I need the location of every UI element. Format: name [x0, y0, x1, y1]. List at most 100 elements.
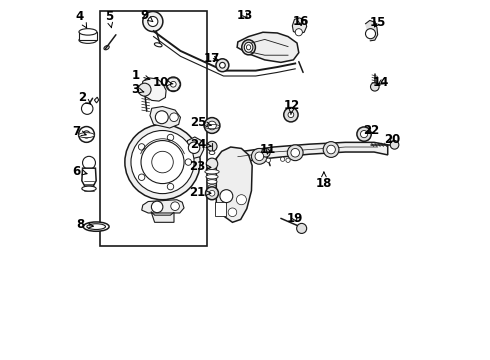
- Ellipse shape: [207, 180, 217, 184]
- Circle shape: [143, 12, 163, 32]
- Text: 4: 4: [76, 10, 87, 28]
- Ellipse shape: [87, 224, 105, 229]
- Polygon shape: [216, 142, 388, 166]
- Polygon shape: [237, 32, 299, 62]
- Circle shape: [208, 121, 216, 130]
- Text: 18: 18: [316, 172, 332, 190]
- Text: 22: 22: [363, 124, 379, 137]
- Text: 17: 17: [204, 51, 220, 64]
- Circle shape: [151, 201, 163, 213]
- Circle shape: [185, 159, 192, 165]
- Circle shape: [220, 62, 225, 68]
- Circle shape: [138, 144, 145, 150]
- Text: 6: 6: [73, 165, 87, 177]
- Circle shape: [361, 131, 368, 138]
- Polygon shape: [95, 97, 98, 103]
- Circle shape: [141, 140, 184, 184]
- Circle shape: [78, 127, 95, 142]
- Circle shape: [205, 187, 219, 200]
- Ellipse shape: [208, 185, 216, 189]
- Circle shape: [167, 183, 174, 190]
- Text: 11: 11: [260, 143, 276, 156]
- Circle shape: [266, 158, 270, 162]
- Circle shape: [370, 82, 379, 91]
- Circle shape: [148, 17, 158, 27]
- Circle shape: [220, 190, 233, 203]
- Ellipse shape: [82, 186, 96, 191]
- Polygon shape: [151, 212, 174, 222]
- Circle shape: [280, 157, 285, 161]
- Text: 8: 8: [76, 218, 94, 231]
- Text: 21: 21: [190, 186, 211, 199]
- Polygon shape: [293, 18, 307, 34]
- Bar: [215, 202, 226, 216]
- Circle shape: [167, 134, 174, 141]
- Circle shape: [366, 29, 375, 39]
- Ellipse shape: [206, 175, 218, 179]
- Circle shape: [228, 208, 237, 217]
- Ellipse shape: [205, 170, 219, 174]
- Text: 1: 1: [131, 69, 150, 82]
- Polygon shape: [142, 78, 166, 101]
- Circle shape: [171, 202, 179, 211]
- Text: 23: 23: [190, 160, 211, 173]
- Circle shape: [131, 131, 194, 194]
- Circle shape: [327, 145, 335, 154]
- Circle shape: [251, 148, 267, 164]
- Ellipse shape: [246, 45, 251, 50]
- Text: 12: 12: [284, 99, 300, 115]
- Circle shape: [125, 125, 200, 200]
- Text: 5: 5: [104, 10, 113, 28]
- Polygon shape: [365, 21, 378, 41]
- Circle shape: [323, 141, 339, 157]
- Text: 14: 14: [373, 76, 390, 89]
- Ellipse shape: [154, 43, 162, 47]
- Ellipse shape: [79, 29, 97, 35]
- Circle shape: [81, 103, 93, 114]
- Circle shape: [216, 59, 229, 72]
- Polygon shape: [216, 147, 252, 222]
- Circle shape: [291, 148, 299, 157]
- Text: 2: 2: [78, 91, 91, 104]
- Circle shape: [206, 158, 218, 170]
- Text: 16: 16: [293, 15, 309, 28]
- Circle shape: [209, 190, 215, 196]
- Circle shape: [287, 145, 303, 161]
- Circle shape: [188, 142, 200, 153]
- Circle shape: [262, 148, 270, 157]
- Text: 24: 24: [190, 138, 211, 150]
- Circle shape: [288, 112, 294, 118]
- Text: 20: 20: [384, 133, 400, 146]
- Text: 13: 13: [237, 9, 253, 22]
- Ellipse shape: [83, 222, 109, 231]
- Circle shape: [296, 224, 307, 233]
- Polygon shape: [150, 107, 180, 128]
- Bar: [100, 12, 207, 246]
- Ellipse shape: [245, 42, 253, 52]
- Circle shape: [204, 118, 220, 134]
- Text: 19: 19: [287, 212, 303, 225]
- Polygon shape: [142, 200, 184, 213]
- Text: 10: 10: [152, 76, 173, 89]
- Circle shape: [236, 195, 246, 205]
- Polygon shape: [82, 168, 96, 186]
- Circle shape: [166, 77, 180, 91]
- Circle shape: [171, 81, 176, 87]
- Circle shape: [83, 131, 90, 138]
- Polygon shape: [186, 137, 204, 158]
- Ellipse shape: [78, 133, 95, 138]
- Circle shape: [286, 158, 290, 162]
- Ellipse shape: [79, 37, 97, 43]
- Circle shape: [138, 174, 145, 180]
- Text: 3: 3: [131, 83, 144, 96]
- Ellipse shape: [242, 40, 255, 55]
- Text: 7: 7: [73, 125, 86, 138]
- Text: 25: 25: [190, 116, 211, 129]
- Circle shape: [138, 83, 151, 96]
- Ellipse shape: [209, 151, 215, 154]
- Circle shape: [152, 151, 173, 173]
- Circle shape: [357, 127, 371, 141]
- Circle shape: [255, 152, 264, 161]
- Circle shape: [155, 111, 168, 124]
- Text: 9: 9: [141, 9, 153, 22]
